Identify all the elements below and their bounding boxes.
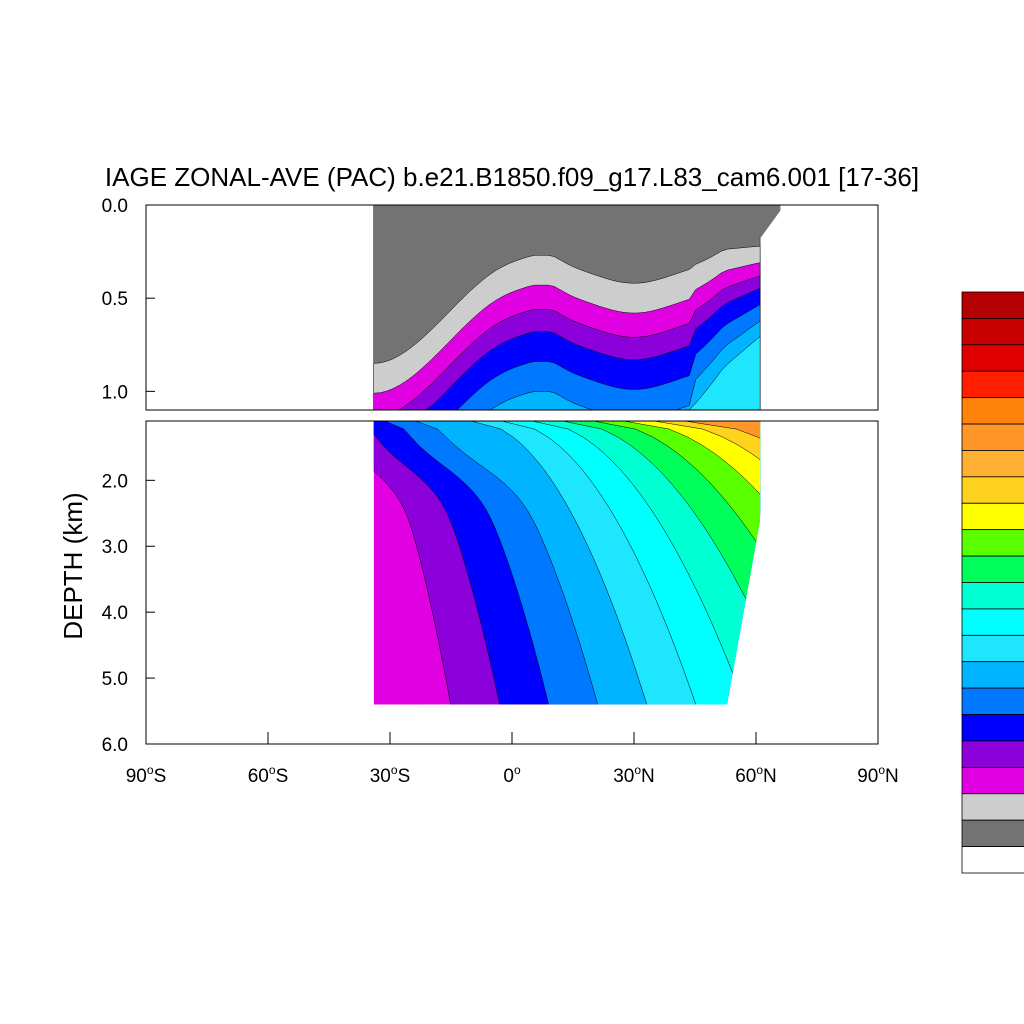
y-tick-label: 1.0 — [102, 382, 128, 403]
x-tick-degree: 30 — [613, 766, 634, 787]
x-tick-hemisphere: S — [154, 766, 167, 787]
x-tick-label: 90oS — [126, 763, 167, 787]
x-tick-degree: 90 — [126, 766, 147, 787]
x-tick-degree: 60 — [248, 766, 269, 787]
colorbar-swatch — [961, 423, 1024, 451]
degree-symbol: o — [878, 763, 885, 777]
y-tick-label: 0.5 — [102, 289, 128, 310]
x-tick-degree: 0 — [503, 766, 514, 787]
colorbar-swatch — [961, 476, 1024, 504]
latitude-ticks: 90oS 60oS 30oS 0o 30oN 60oN 90oN — [126, 732, 899, 787]
lower-layer-7 — [373, 421, 761, 705]
degree-symbol: o — [269, 763, 276, 777]
y-tick-label: 4.0 — [102, 603, 128, 624]
colorbar-swatch — [961, 529, 1024, 557]
y-tick-label: 5.0 — [102, 669, 128, 690]
x-tick-degree: 60 — [735, 766, 756, 787]
colorbar-swatch — [961, 793, 1024, 821]
upper-layer-7 — [373, 335, 761, 410]
y-tick-label: 3.0 — [102, 537, 128, 558]
colorbar-swatch — [961, 740, 1024, 768]
x-tick-hemisphere: N — [885, 766, 899, 787]
colorbar-swatch — [961, 582, 1024, 610]
x-tick-label: 0o — [503, 763, 521, 787]
x-tick-hemisphere: N — [763, 766, 777, 787]
x-tick-hemisphere: N — [641, 766, 655, 787]
colorbar-swatch — [961, 766, 1024, 795]
colorbar-swatch — [961, 318, 1024, 346]
upper-layer-4 — [373, 287, 761, 410]
colorbar — [961, 291, 1024, 874]
upper-cap — [756, 205, 781, 239]
x-tick-label: 60oN — [735, 763, 777, 787]
degree-symbol: o — [391, 763, 398, 777]
x-tick-label: 60oS — [248, 763, 289, 787]
colorbar-swatch — [961, 291, 1024, 319]
colorbar-swatch — [961, 819, 1024, 847]
chart-title: IAGE ZONAL-AVE (PAC) b.e21.B1850.f09_g17… — [105, 162, 919, 192]
x-tick-degree: 30 — [370, 766, 391, 787]
degree-symbol: o — [147, 763, 154, 777]
x-tick-label: 90oN — [857, 763, 899, 787]
colorbar-swatch — [961, 502, 1024, 531]
y-axis-label: DEPTH (km) — [58, 492, 88, 639]
colorbar-swatch — [961, 634, 1024, 663]
x-tick-hemisphere: S — [398, 766, 411, 787]
lower-layer-8 — [373, 421, 761, 705]
colorbar-swatch — [961, 714, 1024, 742]
colorbar-swatch — [961, 687, 1024, 715]
colorbar-swatch — [961, 344, 1024, 372]
colorbar-swatch — [961, 370, 1024, 399]
lower-layer-9 — [373, 421, 761, 705]
colorbar-swatch — [961, 608, 1024, 636]
degree-symbol: o — [756, 763, 763, 777]
degree-symbol: o — [514, 763, 521, 777]
x-tick-label: 30oN — [613, 763, 655, 787]
degree-symbol: o — [634, 763, 641, 777]
x-tick-hemisphere: S — [276, 766, 289, 787]
x-tick-label: 30oS — [370, 763, 411, 787]
colorbar-swatch — [961, 450, 1024, 478]
x-tick-degree: 90 — [857, 766, 878, 787]
colorbar-swatch — [961, 661, 1024, 689]
lower-layer-6 — [373, 421, 761, 705]
y-tick-label: 6.0 — [102, 735, 128, 756]
depth-ticks: 0.0 0.5 1.0 2.0 3.0 4.0 5.0 6.0 — [102, 196, 155, 756]
y-tick-label: 0.0 — [102, 196, 128, 217]
contour-fields — [373, 205, 781, 705]
panel-frame-upper — [145, 204, 879, 411]
y-tick-label: 2.0 — [102, 471, 128, 492]
colorbar-swatch — [961, 555, 1024, 583]
colorbar-swatch — [961, 846, 1024, 874]
colorbar-swatch — [961, 397, 1024, 425]
